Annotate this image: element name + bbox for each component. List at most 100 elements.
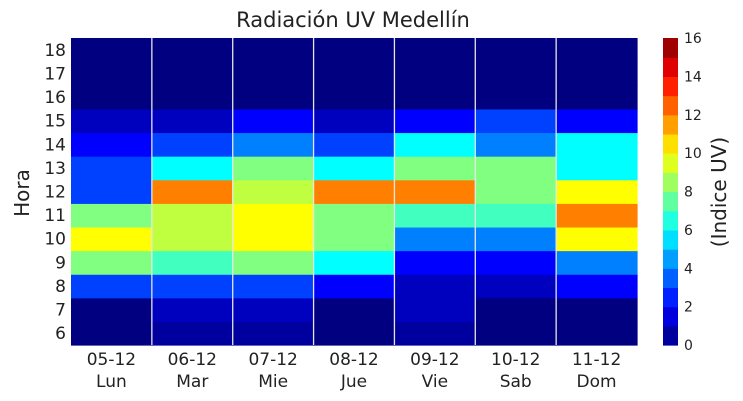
heatmap-cell [394, 203, 476, 228]
colorbar-tick-label: 8 [684, 185, 693, 201]
heatmap-cell [394, 274, 476, 299]
heatmap-cell [313, 132, 396, 157]
heatmap-cell [232, 274, 315, 299]
heatmap-cell [151, 108, 234, 134]
heatmap-cell [151, 61, 234, 86]
heatmap-cell [151, 179, 234, 204]
x-tick-day: Jue [340, 372, 367, 392]
heatmap-cell [394, 226, 476, 252]
heatmap-cell [232, 38, 315, 63]
colorbar-tick-label: 14 [684, 69, 702, 85]
heatmap-cell [475, 297, 557, 322]
heatmap-cell [394, 85, 476, 110]
heatmap-cell [151, 226, 234, 252]
heatmap-cell [232, 226, 315, 252]
colorbar-tick-label: 12 [684, 108, 702, 124]
vertical-gridlines [151, 38, 557, 345]
x-tick-day: Mar [176, 372, 208, 392]
heatmap-cell [556, 203, 638, 228]
heatmap-cell [71, 203, 153, 228]
heatmap-cell [475, 274, 557, 299]
heatmap-cell [556, 156, 638, 181]
heatmap-cell [232, 250, 315, 275]
colorbar-segment [663, 249, 678, 269]
heatmap-cell [71, 85, 153, 110]
heatmap-cell [151, 132, 234, 157]
heatmap-cell [475, 179, 557, 204]
heatmap-cell [71, 297, 153, 322]
heatmap-cell [313, 203, 396, 228]
y-tick-label: 13 [44, 159, 66, 179]
heatmap-cell [556, 38, 638, 63]
y-tick-label: 12 [44, 183, 66, 203]
heatmap-cell [71, 250, 153, 275]
heatmap-cell [71, 38, 153, 63]
x-tick-date: 06-12 [168, 350, 217, 370]
heatmap-cell [151, 250, 234, 275]
x-tick-date: 08-12 [329, 350, 378, 370]
x-tick-date: 05-12 [87, 350, 136, 370]
colorbar-tick-label: 16 [684, 31, 702, 47]
heatmap-cell [556, 250, 638, 275]
heatmap-cell [313, 274, 396, 299]
heatmap-cell [394, 321, 476, 346]
colorbar-segment [663, 287, 678, 308]
heatmap-cell [475, 321, 557, 346]
x-tick-day: Vie [422, 372, 448, 392]
y-tick-label: 14 [44, 135, 66, 155]
heatmap-cell [151, 203, 234, 228]
y-tick-label: 15 [44, 112, 66, 132]
heatmap-cell [313, 85, 396, 110]
heatmap-cell [232, 297, 315, 322]
y-tick-label: 8 [55, 277, 66, 297]
y-tick-label: 11 [44, 206, 66, 226]
heatmap-cell [151, 85, 234, 110]
heatmap-cell [556, 321, 638, 346]
colorbar [663, 38, 678, 346]
heatmap-cell [232, 85, 315, 110]
heatmap-cell [151, 38, 234, 63]
heatmap-cell [394, 38, 476, 63]
colorbar-segment [663, 172, 678, 193]
heatmap-cell [232, 156, 315, 181]
heatmap-cell [556, 85, 638, 110]
colorbar-segment [663, 133, 678, 154]
heatmap-cell [151, 156, 234, 181]
heatmap-cell [475, 132, 557, 157]
heatmap-cell [556, 179, 638, 204]
colorbar-segment [663, 76, 678, 97]
colorbar-segment [663, 325, 678, 346]
heatmap-cell [394, 297, 476, 322]
heatmap-cell [313, 226, 396, 252]
heatmap-cell [313, 179, 396, 204]
colorbar-segment [663, 38, 678, 58]
x-tick-day: Mie [258, 372, 288, 392]
x-tick-day: Lun [96, 372, 127, 392]
y-tick-label: 7 [55, 301, 66, 321]
heatmap-cell [313, 108, 396, 134]
heatmap-cell [151, 297, 234, 322]
heatmap-cell [313, 250, 396, 275]
heatmap-cell [71, 132, 153, 157]
heatmap-cell [556, 61, 638, 86]
y-tick-label: 6 [55, 324, 66, 344]
heatmap-cell [475, 203, 557, 228]
heatmap-cell [394, 108, 476, 134]
heatmap-cell [151, 321, 234, 346]
colorbar-tick-labels: 0 2 4 6 8 10 12 14 16 [684, 31, 702, 354]
y-tick-label: 9 [55, 253, 66, 273]
heatmap-cell [71, 179, 153, 204]
y-tick-label: 10 [44, 230, 66, 250]
colorbar-segment [663, 229, 678, 250]
heatmap-cell [475, 61, 557, 86]
x-tick-day: Sab [500, 372, 532, 392]
colorbar-tick-label: 0 [684, 338, 693, 354]
heatmap-cell [313, 321, 396, 346]
heatmap-cell [151, 274, 234, 299]
heatmap-cell [313, 38, 396, 63]
x-tick-date: 11-12 [572, 350, 621, 370]
x-tick-date: 10-12 [491, 350, 540, 370]
heatmap-cell [313, 156, 396, 181]
heatmap-cell [232, 179, 315, 204]
